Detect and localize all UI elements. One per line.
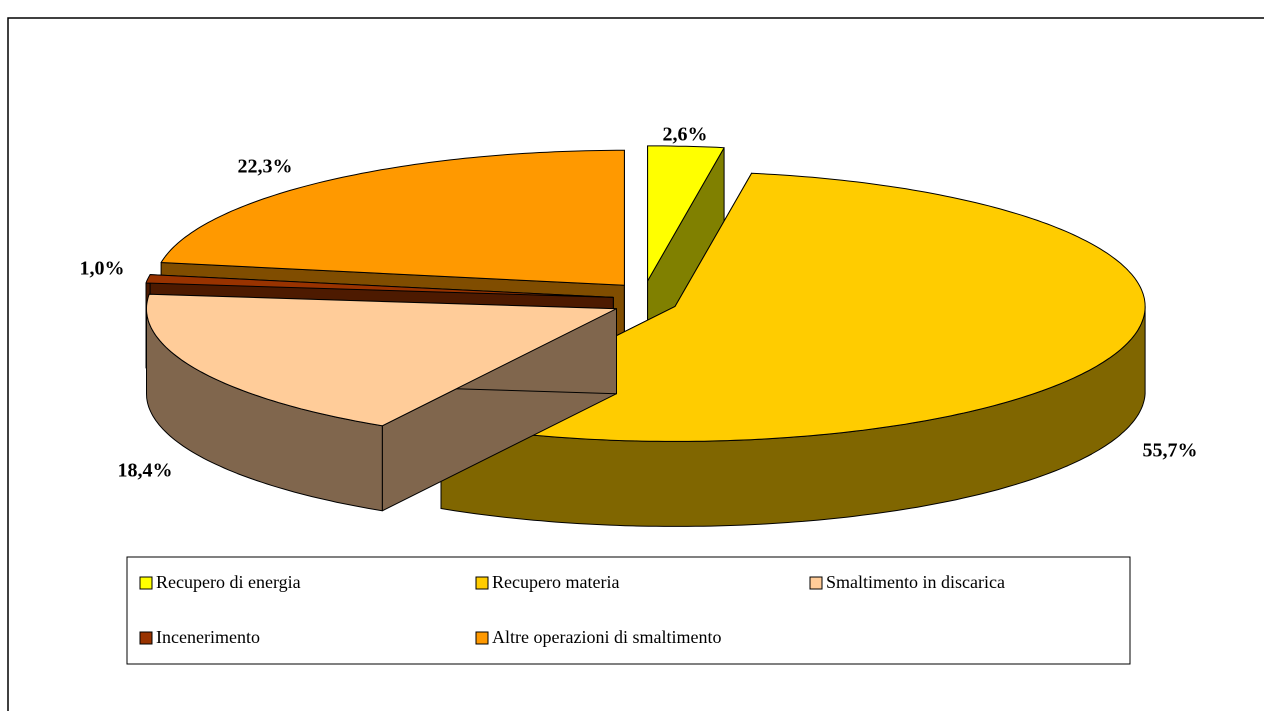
legend-label: Recupero materia bbox=[492, 572, 619, 592]
slice-top bbox=[160, 149, 625, 286]
pie bbox=[145, 145, 1146, 527]
legend: Recupero di energia Recupero materia Smalt… bbox=[139, 572, 1005, 647]
legend-swatch bbox=[809, 576, 823, 590]
data-label: 22,3% bbox=[238, 156, 293, 178]
legend-swatch bbox=[475, 576, 489, 590]
data-label: 1,0% bbox=[80, 258, 125, 280]
legend-box bbox=[126, 556, 1131, 665]
data-label: 55,7% bbox=[1143, 440, 1198, 462]
legend-swatch bbox=[139, 576, 153, 590]
data-label: 2,6% bbox=[663, 124, 708, 146]
slice-top bbox=[145, 274, 614, 298]
data-label: 18,4% bbox=[118, 460, 173, 482]
slice-top bbox=[440, 172, 1146, 442]
legend-swatch bbox=[139, 631, 153, 645]
legend-swatch bbox=[475, 631, 489, 645]
legend-label: Smaltimento in discarica bbox=[826, 572, 1005, 592]
legend-label: Recupero di energia bbox=[156, 572, 301, 592]
legend-label: Altre operazioni di smaltimento bbox=[492, 627, 721, 647]
legend-label: Incenerimento bbox=[156, 627, 260, 647]
slice-top bbox=[647, 145, 725, 282]
slice-top bbox=[146, 293, 617, 427]
